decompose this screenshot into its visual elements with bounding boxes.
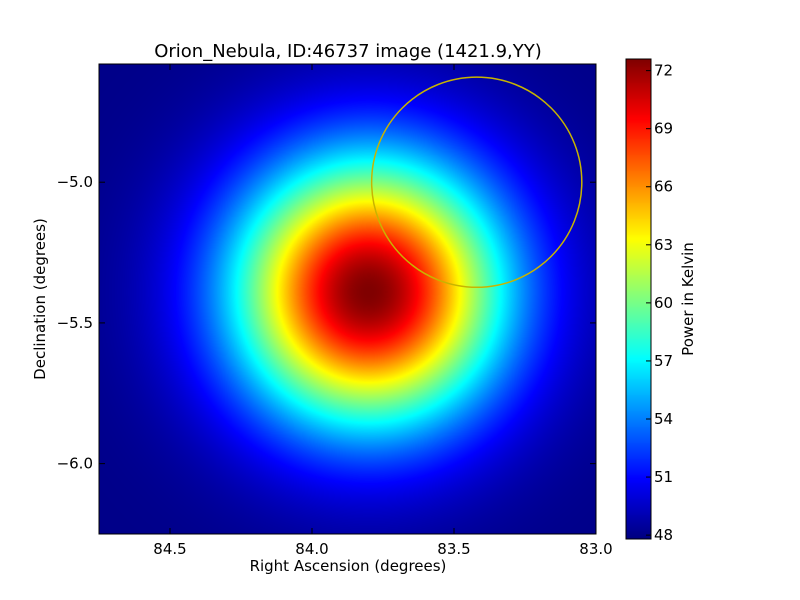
heatmap-image xyxy=(99,64,596,534)
y-tick-label: −6.0 xyxy=(57,455,93,473)
beam-circle xyxy=(370,76,583,289)
colorbar-tick-label: 66 xyxy=(654,178,673,196)
y-tick-label: −5.5 xyxy=(57,314,93,332)
x-tick-label: 84.0 xyxy=(295,540,328,558)
colorbar-tick-label: 72 xyxy=(654,62,673,80)
x-tick-label: 83.5 xyxy=(437,540,470,558)
colorbar-image xyxy=(626,59,651,539)
colorbar: 48 51 54 57 60 63 66 69 72 Power in Kelvin xyxy=(625,58,697,544)
colorbar-tick-label: 54 xyxy=(654,410,673,428)
colorbar-image-holder xyxy=(626,59,651,539)
colorbar-label: Power in Kelvin xyxy=(679,242,697,356)
colorbar-tick-label: 69 xyxy=(654,120,673,138)
chart-title: Orion_Nebula, ID:46737 image (1421.9,YY) xyxy=(154,41,542,62)
colorbar-tick-label: 51 xyxy=(654,468,673,486)
colorbar-tick-label: 48 xyxy=(654,526,673,544)
plot-frame xyxy=(98,63,597,535)
x-axis-label: Right Ascension (degrees) xyxy=(250,557,447,575)
y-axis-label: Declination (degrees) xyxy=(31,218,49,380)
y-axis-ticks: −5.0 −5.5 −6.0 xyxy=(57,173,596,473)
y-tick-label: −5.0 xyxy=(57,173,93,191)
circle-layer xyxy=(370,76,583,289)
heatmap-image-holder xyxy=(99,64,596,534)
x-tick-label: 84.5 xyxy=(153,540,186,558)
x-axis-ticks: 84.5 84.0 83.5 83.0 xyxy=(153,64,613,558)
x-tick-label: 83.0 xyxy=(579,540,612,558)
colorbar-tick-label: 63 xyxy=(654,236,673,254)
colorbar-tick-label: 57 xyxy=(654,352,673,370)
colorbar-tick-label: 60 xyxy=(654,294,673,312)
colorbar-ticks: 48 51 54 57 60 63 66 69 72 xyxy=(646,62,673,544)
plot-area: 84.5 84.0 83.5 83.0 −5.0 −5.5 −6.0 xyxy=(57,63,613,558)
colorbar-frame xyxy=(625,58,652,540)
